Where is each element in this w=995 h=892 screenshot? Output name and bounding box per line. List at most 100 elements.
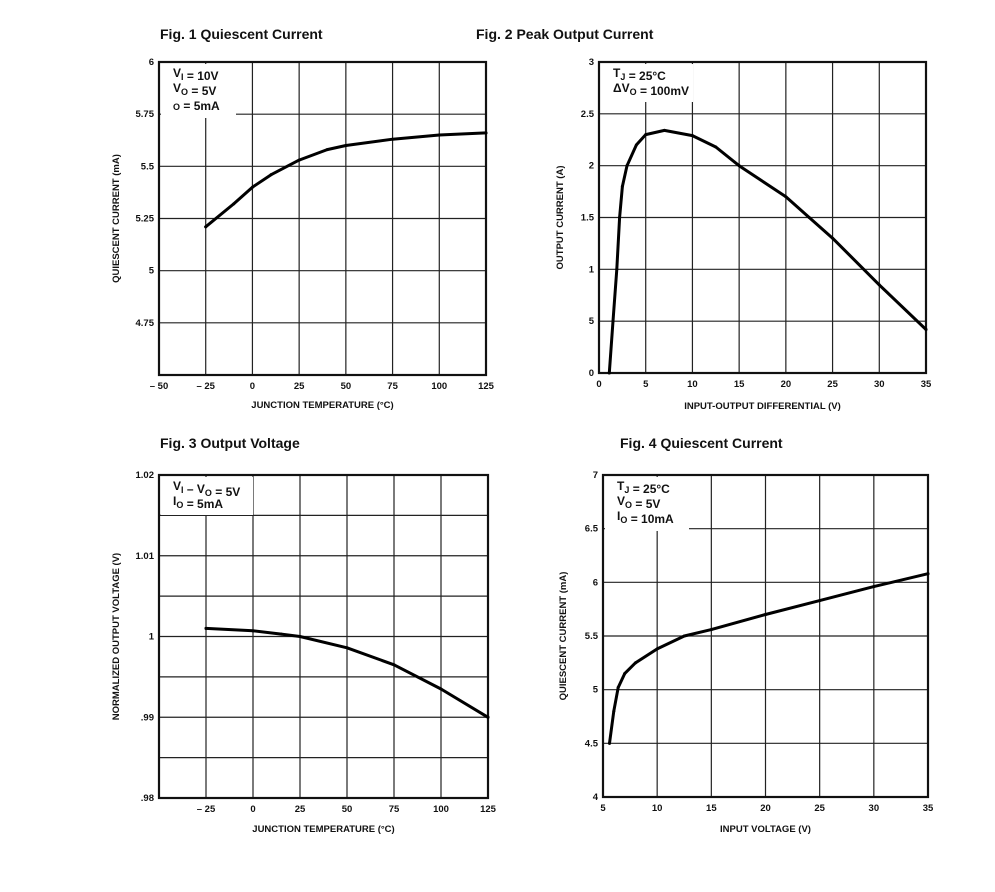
data-point [325,148,329,152]
annotation-line: TJ = 25°C [617,479,670,496]
annotation-subscript: O [630,87,637,97]
data-point [926,572,930,576]
data-point [618,216,622,219]
annotation-background [601,64,693,102]
x-tick-label: 15 [734,379,745,390]
annotation-line: TJ = 25°C [613,66,666,83]
data-point [391,137,395,141]
annotation-line: VO = 5V [617,494,660,511]
data-point [611,319,615,323]
data-point [251,629,255,633]
x-tick-label: 75 [387,381,398,392]
annotation-text: = 5V [632,497,660,511]
annotation-text: = 25°C [629,482,670,496]
annotation-line: O = 5mA [173,99,220,113]
fig3-title: Fig. 3 Output Voltage [160,435,300,451]
x-tick-label: 35 [921,379,932,390]
data-point [634,661,637,665]
y-tick-label: 5.5 [141,161,155,172]
data-point [690,134,694,138]
x-tick-label: 30 [874,379,885,390]
data-point [620,184,624,188]
annotation-background [161,64,236,118]
data-point [784,195,788,199]
data-point [608,741,611,745]
data-point [714,145,718,149]
annotation-subscript: J [624,485,629,495]
x-axis-label: INPUT-OUTPUT DIFFERENTIAL (V) [684,401,841,412]
fig2-title: Fig. 2 Peak Output Current [476,26,654,42]
y-tick-label: 4.75 [136,318,155,329]
x-tick-label: 50 [342,804,353,815]
x-tick-label: 125 [480,804,497,815]
data-point [831,236,835,240]
data-point [655,647,659,651]
data-point [872,585,876,589]
x-tick-label: – 50 [150,381,169,392]
data-point [269,173,273,177]
y-tick-label: 6 [149,57,154,68]
x-tick-label: 100 [431,381,447,392]
annotation-text: V [173,66,181,80]
x-tick-label: 50 [341,381,352,392]
data-point [437,133,441,137]
y-tick-label: 5.75 [136,109,155,120]
y-tick-label: .99 [141,712,154,723]
x-tick-label: 0 [596,379,601,390]
y-tick-label: 0 [589,368,594,379]
annotation-text: I [617,509,620,523]
fig4-title: Fig. 4 Quiescent Current [620,435,783,451]
y-tick-label: 1 [589,264,595,275]
y-tick-label: 5 [589,316,595,327]
x-axis-label: JUNCTION TEMPERATURE (°C) [252,824,394,835]
x-tick-label: 5 [643,379,649,390]
annotation-subscript: I [181,485,184,495]
y-tick-label: 5.5 [585,631,599,642]
data-point [709,628,713,632]
data-point [607,371,611,375]
annotation-text: = 10V [184,69,219,83]
x-tick-label: – 25 [197,804,216,815]
annotation-text: = 10mA [627,512,674,526]
x-tick-label: 100 [433,804,449,815]
y-tick-label: 6 [593,577,598,588]
x-tick-label: 30 [869,803,880,814]
y-tick-label: 4.5 [585,738,599,749]
annotation-subscript: I [181,72,184,82]
y-axis-label: NORMALIZED OUTPUT VOLTAGE (V) [111,553,122,720]
data-point [634,143,638,147]
x-tick-label: 20 [760,803,771,814]
data-curve [204,131,488,229]
data-point [344,143,348,147]
annotation-text: = 25°C [625,69,666,83]
data-point [662,128,666,132]
y-tick-label: 6.5 [585,524,599,535]
y-axis-label: OUTPUT CURRENT (A) [555,166,566,270]
annotation-line: VI = 10V [173,66,219,83]
chart-fig3: – 25 0 25 50 75 100 125 .98 .99 1 1.01 1.02 JUNCTION… [111,470,497,835]
data-point [682,634,686,638]
data-point [298,635,302,638]
data-point [737,164,741,168]
x-tick-label: 125 [478,381,495,392]
data-point [764,613,767,617]
data-curve [608,572,930,745]
annotation-subscript: O [625,500,632,510]
data-point [818,599,822,603]
y-tick-label: 1.02 [136,470,155,481]
annotation-text: ΔV [613,81,630,95]
data-point [612,709,616,713]
x-tick-label: 0 [250,804,255,815]
x-tick-label: 0 [250,381,255,392]
x-tick-label: 25 [295,804,306,815]
data-point [392,663,396,667]
data-point [807,216,811,219]
chart-fig1: – 50 – 25 0 25 50 75 100 125 4.75 5 5.25 5.5 5.75 6 JU… [111,57,495,411]
x-tick-label: 35 [923,803,934,814]
y-tick-label: 5 [593,685,599,696]
annotation-text: T [617,479,625,493]
y-tick-label: 1.01 [136,551,155,562]
annotation-text: – V [184,482,205,496]
x-tick-label: 10 [687,379,698,390]
y-tick-label: 2.5 [581,109,595,120]
